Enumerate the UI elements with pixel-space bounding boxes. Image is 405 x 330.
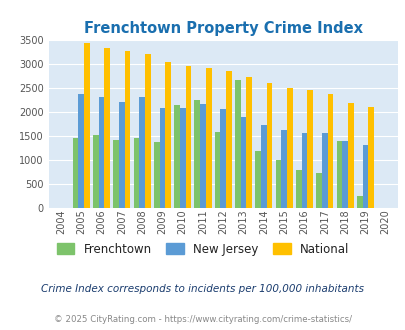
Bar	[205, 68, 211, 208]
Bar	[260, 125, 266, 208]
Bar	[341, 141, 347, 208]
Bar	[98, 97, 104, 208]
Bar	[165, 62, 171, 208]
Bar	[133, 138, 139, 208]
Text: © 2025 CityRating.com - https://www.cityrating.com/crime-statistics/: © 2025 CityRating.com - https://www.city…	[54, 315, 351, 324]
Bar	[139, 97, 145, 208]
Bar	[301, 133, 307, 208]
Bar	[315, 173, 321, 208]
Title: Frenchtown Property Crime Index: Frenchtown Property Crime Index	[83, 21, 362, 36]
Bar	[145, 54, 150, 208]
Bar	[255, 151, 260, 208]
Bar	[240, 116, 246, 208]
Text: Crime Index corresponds to incidents per 100,000 inhabitants: Crime Index corresponds to incidents per…	[41, 284, 364, 294]
Bar	[104, 48, 110, 208]
Bar	[93, 135, 98, 208]
Bar	[336, 141, 341, 208]
Bar	[174, 105, 179, 208]
Bar	[194, 100, 200, 208]
Bar	[246, 77, 252, 208]
Bar	[179, 108, 185, 208]
Bar	[159, 108, 165, 208]
Bar	[307, 90, 312, 208]
Bar	[286, 88, 292, 208]
Bar	[214, 132, 220, 208]
Bar	[347, 103, 353, 208]
Bar	[200, 104, 205, 208]
Bar	[113, 140, 119, 208]
Bar	[295, 170, 301, 208]
Bar	[220, 109, 226, 208]
Bar	[281, 130, 286, 208]
Bar	[321, 133, 327, 208]
Bar	[84, 44, 90, 208]
Bar	[124, 51, 130, 208]
Bar	[119, 102, 124, 208]
Bar	[72, 138, 78, 208]
Bar	[78, 94, 84, 208]
Bar	[362, 145, 367, 208]
Bar	[153, 142, 159, 208]
Bar	[266, 83, 272, 208]
Bar	[327, 94, 333, 208]
Bar	[226, 71, 231, 208]
Bar	[367, 107, 373, 208]
Bar	[275, 160, 281, 208]
Bar	[234, 80, 240, 208]
Bar	[185, 66, 191, 208]
Legend: Frenchtown, New Jersey, National: Frenchtown, New Jersey, National	[51, 237, 354, 262]
Bar	[356, 196, 362, 208]
